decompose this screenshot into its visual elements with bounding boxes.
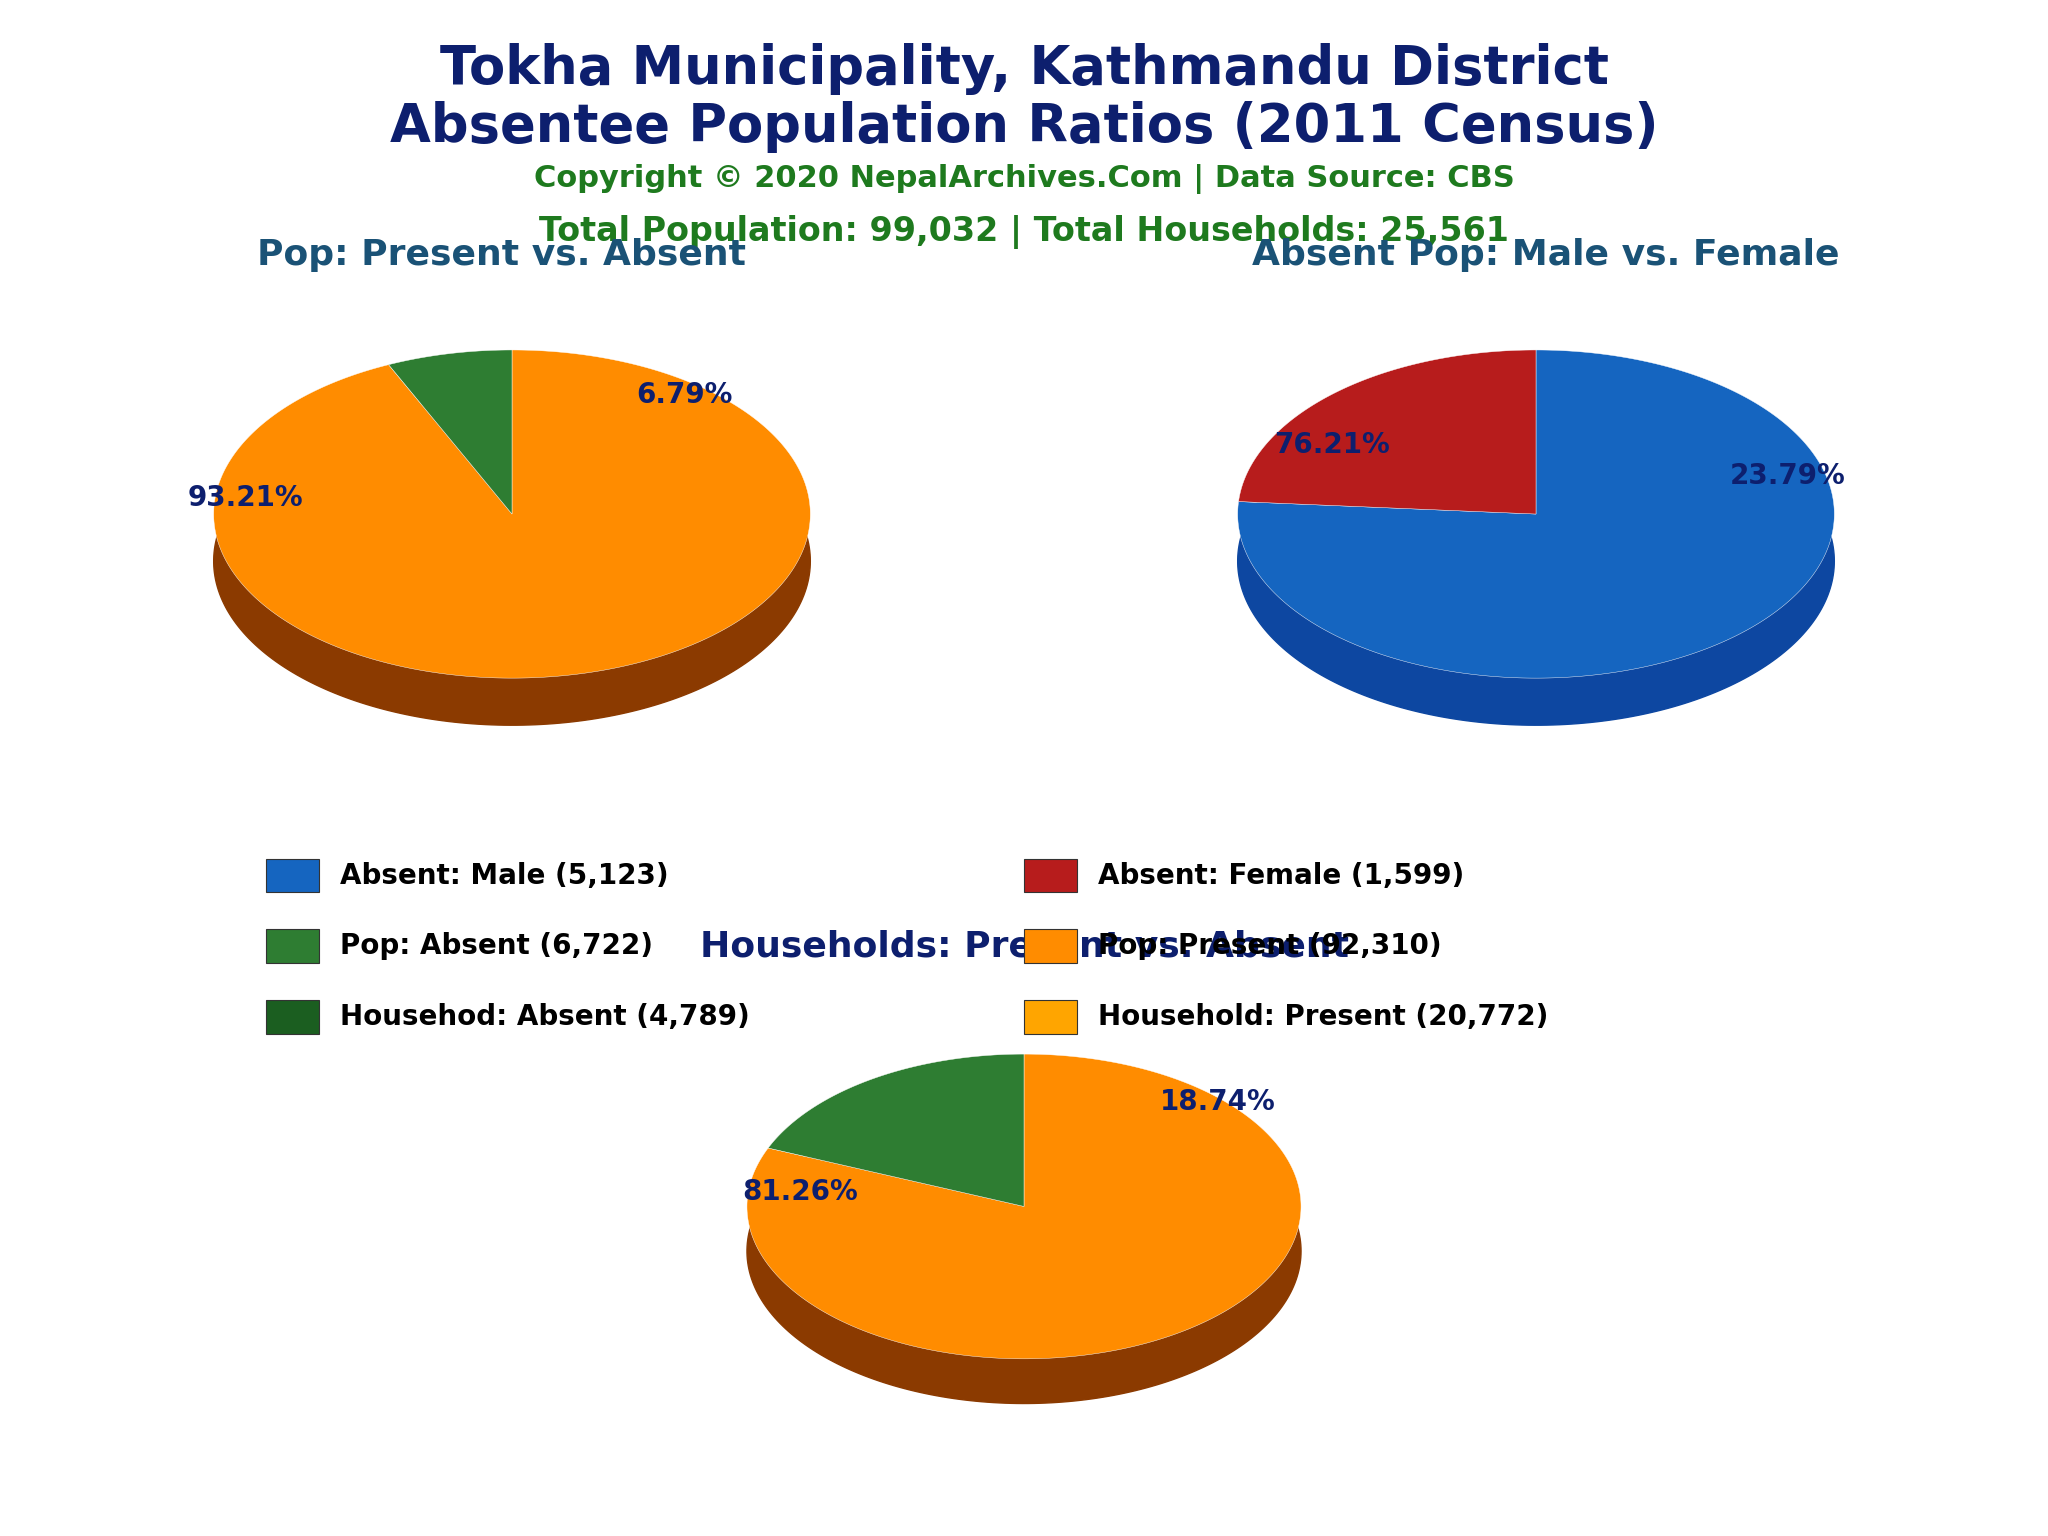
Text: Pop: Present (92,310): Pop: Present (92,310) (1098, 932, 1442, 960)
Text: Household: Present (20,772): Household: Present (20,772) (1098, 1003, 1548, 1031)
Polygon shape (389, 350, 512, 515)
Text: Househod: Absent (4,789): Househod: Absent (4,789) (340, 1003, 750, 1031)
Text: Absent: Female (1,599): Absent: Female (1,599) (1098, 862, 1464, 889)
Polygon shape (1237, 398, 1835, 725)
Text: 23.79%: 23.79% (1729, 462, 1845, 490)
Polygon shape (768, 1054, 1024, 1206)
Text: 81.26%: 81.26% (743, 1178, 858, 1206)
Polygon shape (213, 350, 811, 677)
Text: Tokha Municipality, Kathmandu District: Tokha Municipality, Kathmandu District (440, 43, 1608, 95)
Text: Pop: Present vs. Absent: Pop: Present vs. Absent (258, 238, 745, 272)
Text: 93.21%: 93.21% (186, 484, 303, 513)
Text: Absent Pop: Male vs. Female: Absent Pop: Male vs. Female (1253, 238, 1839, 272)
Text: Pop: Absent (6,722): Pop: Absent (6,722) (340, 932, 653, 960)
Polygon shape (748, 1098, 1300, 1404)
Text: Absent: Male (5,123): Absent: Male (5,123) (340, 862, 668, 889)
Polygon shape (213, 398, 811, 725)
Text: 18.74%: 18.74% (1159, 1087, 1276, 1117)
Text: Copyright © 2020 NepalArchives.Com | Data Source: CBS: Copyright © 2020 NepalArchives.Com | Dat… (535, 164, 1513, 195)
Text: Absentee Population Ratios (2011 Census): Absentee Population Ratios (2011 Census) (389, 101, 1659, 154)
Polygon shape (1239, 350, 1536, 515)
Text: Households: Present vs. Absent: Households: Present vs. Absent (700, 929, 1348, 963)
Text: Total Population: 99,032 | Total Households: 25,561: Total Population: 99,032 | Total Househo… (539, 215, 1509, 249)
Polygon shape (1237, 350, 1835, 677)
Text: 76.21%: 76.21% (1274, 432, 1391, 459)
Text: 6.79%: 6.79% (637, 381, 733, 409)
Polygon shape (748, 1054, 1300, 1359)
